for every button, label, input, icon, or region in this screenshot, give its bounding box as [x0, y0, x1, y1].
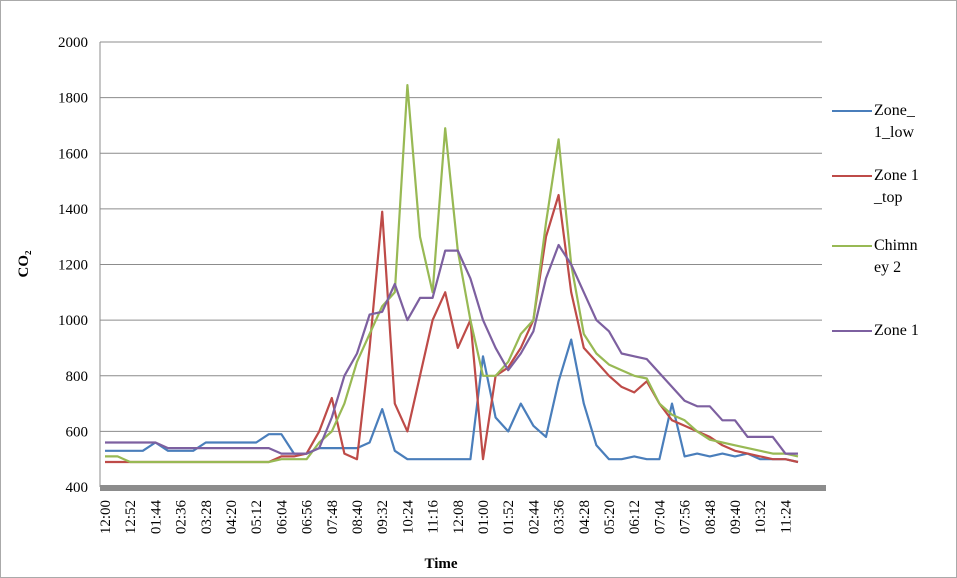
y-tick-label: 1600: [58, 146, 88, 162]
series-line: [105, 193, 799, 464]
x-tick-label: 08:40: [350, 500, 366, 534]
legend-label: Zone 1_top: [874, 167, 919, 206]
y-tick-label: 400: [66, 480, 89, 496]
y-axis-title: CO₂: [16, 250, 32, 278]
x-tick-label: 11:16: [426, 500, 442, 534]
y-tick-label: 800: [66, 369, 89, 385]
x-tick-label: 02:36: [174, 500, 190, 535]
x-tick-label: 06:12: [627, 500, 643, 534]
legend-item: Zone 1_top: [832, 165, 922, 209]
legend-swatch: [832, 110, 872, 112]
x-tick-label: 11:24: [778, 500, 794, 534]
x-tick-label: 09:40: [728, 500, 744, 534]
y-tick-label: 600: [66, 424, 89, 440]
x-tick-label: 08:48: [703, 500, 719, 534]
legend-swatch: [832, 175, 872, 177]
x-axis: [100, 485, 826, 491]
y-tick-label: 1000: [58, 313, 88, 329]
y-tick-label: 1200: [58, 258, 88, 274]
legend-label: Chimney 2: [874, 237, 918, 276]
series-line: [105, 84, 799, 464]
legend-swatch: [832, 245, 872, 247]
x-tick-label: 01:52: [501, 500, 517, 534]
x-tick-label: 09:32: [375, 500, 391, 534]
x-tick-label: 05:20: [602, 500, 618, 534]
x-tick-label: 05:12: [249, 500, 265, 534]
legend-label: Zone_1_low: [874, 102, 915, 141]
series-line: [105, 243, 798, 455]
y-tick-label: 1400: [58, 202, 88, 218]
y-tick-label: 2000: [58, 35, 88, 51]
x-tick-label: 03:28: [199, 500, 215, 534]
x-tick-label: 01:00: [476, 500, 492, 534]
x-tick-label: 10:24: [400, 500, 416, 535]
x-tick-label: 07:48: [325, 500, 341, 534]
x-tick-label: 02:44: [526, 500, 542, 535]
y-tick-label: 1800: [58, 91, 88, 107]
x-tick-label: 06:56: [300, 500, 316, 535]
x-tick-label: 01:44: [148, 500, 164, 535]
legend-item: Chimney 2: [832, 235, 922, 279]
series-line: [105, 338, 799, 464]
x-tick-label: 04:20: [224, 500, 240, 534]
x-tick-label: 12:00: [98, 500, 114, 534]
legend-label: Zone 1: [874, 322, 919, 339]
x-tick-label: 06:04: [274, 500, 290, 535]
legend-swatch: [832, 330, 872, 332]
x-tick-label: 04:28: [577, 500, 593, 534]
x-axis-title: Time: [424, 556, 457, 572]
legend-item: Zone 1: [832, 320, 922, 342]
legend-item: Zone_1_low: [832, 100, 922, 144]
x-tick-label: 07:56: [678, 500, 694, 535]
x-tick-label: 10:32: [753, 500, 769, 534]
x-tick-label: 12:52: [123, 500, 139, 534]
x-tick-label: 03:36: [552, 500, 568, 535]
x-tick-label: 12:08: [451, 500, 467, 534]
x-tick-label: 07:04: [652, 500, 668, 535]
